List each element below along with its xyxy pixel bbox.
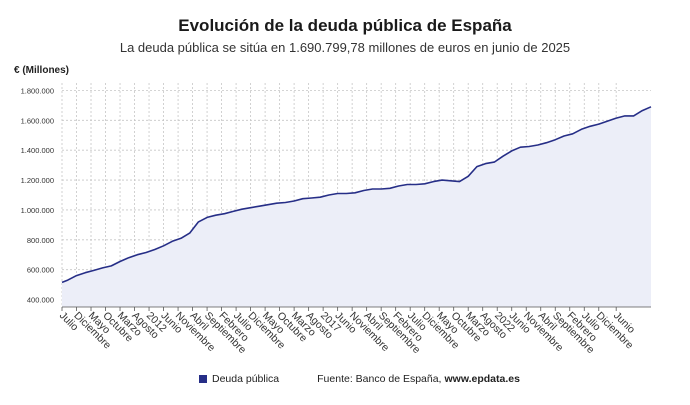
chart-legend: Deuda pública Fuente: Banco de España, w… [199, 373, 520, 385]
chart-title: Evolución de la deuda pública de España [178, 16, 512, 35]
y-tick-label: 400.000 [27, 296, 54, 305]
y-tick-label: 1.000.000 [21, 206, 54, 215]
y-axis-unit-label: € (Millones) [14, 65, 70, 76]
series-area-fill [62, 106, 651, 307]
y-tick-label: 1.400.000 [21, 146, 54, 155]
source-website: www.epdata.es [444, 373, 520, 385]
debt-area-chart: 400.000 600.000 800.000 1.000.000 1.200.000 1… [21, 83, 652, 356]
chart-subtitle: La deuda pública se sitúa en 1.690.799,7… [119, 40, 571, 55]
legend-label: Deuda pública [212, 373, 280, 385]
y-tick-label: 1.600.000 [21, 116, 54, 125]
legend-swatch [199, 375, 207, 383]
y-tick-label: 1.800.000 [21, 86, 54, 95]
y-tick-label: 800.000 [27, 236, 54, 245]
y-tick-label: 1.200.000 [21, 176, 54, 185]
series-line-deuda-publica [61, 106, 652, 284]
source-text: Fuente: Banco de España, [317, 373, 442, 385]
y-tick-label: 600.000 [27, 266, 54, 275]
